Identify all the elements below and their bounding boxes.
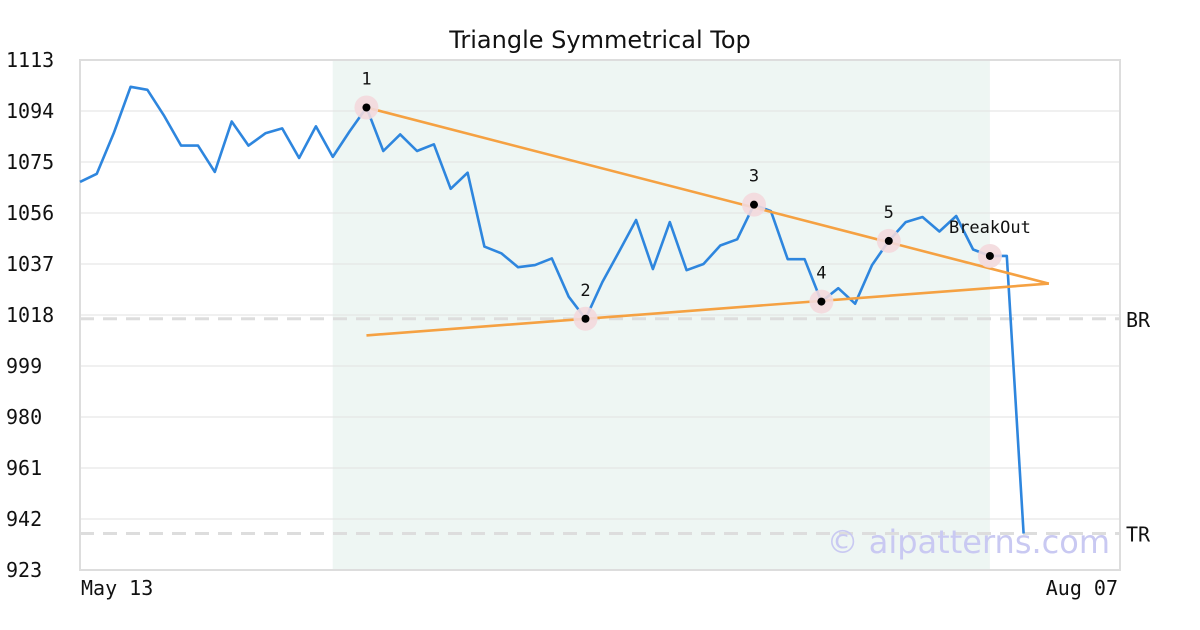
pivot-point [817,297,826,306]
x-tick-label: Aug 07 [1046,576,1118,600]
pivot-label: BreakOut [949,218,1031,238]
chart-title: Triangle Symmetrical Top [448,26,751,54]
pivot-point [581,314,590,323]
y-tick-label: 1094 [6,99,54,123]
pivot-point [884,236,893,245]
y-tick-label: 999 [6,354,42,378]
y-tick-label: 1075 [6,150,54,174]
y-tick-label: 923 [6,558,42,582]
pivot-point [362,103,371,112]
y-tick-label: 1018 [6,303,54,327]
triangle-lower-trendline [366,282,1049,337]
pivot-label: 4 [816,264,826,284]
pivot-label: 5 [884,203,894,223]
y-tick-label: 1037 [6,252,54,276]
pivot-label: 1 [361,70,371,90]
y-tick-label: 942 [6,507,42,531]
plot-frame [79,59,1121,571]
watermark-text: © aipatterns.com [827,523,1110,561]
pivot-point [985,251,994,260]
reference-line-label: BR [1126,308,1151,332]
price-series-line [79,85,1025,534]
reference-line-label: TR [1126,522,1151,546]
y-tick-label: 961 [6,456,42,480]
pivot-label: 2 [580,281,590,301]
pivot-label: 3 [749,167,759,187]
x-tick-label: May 13 [81,576,153,600]
pivot-point [750,200,758,209]
y-tick-label: 1113 [6,48,54,72]
triangle-upper-trendline [366,106,1050,285]
y-tick-label: 980 [6,405,42,429]
y-tick-label: 1056 [6,201,54,225]
